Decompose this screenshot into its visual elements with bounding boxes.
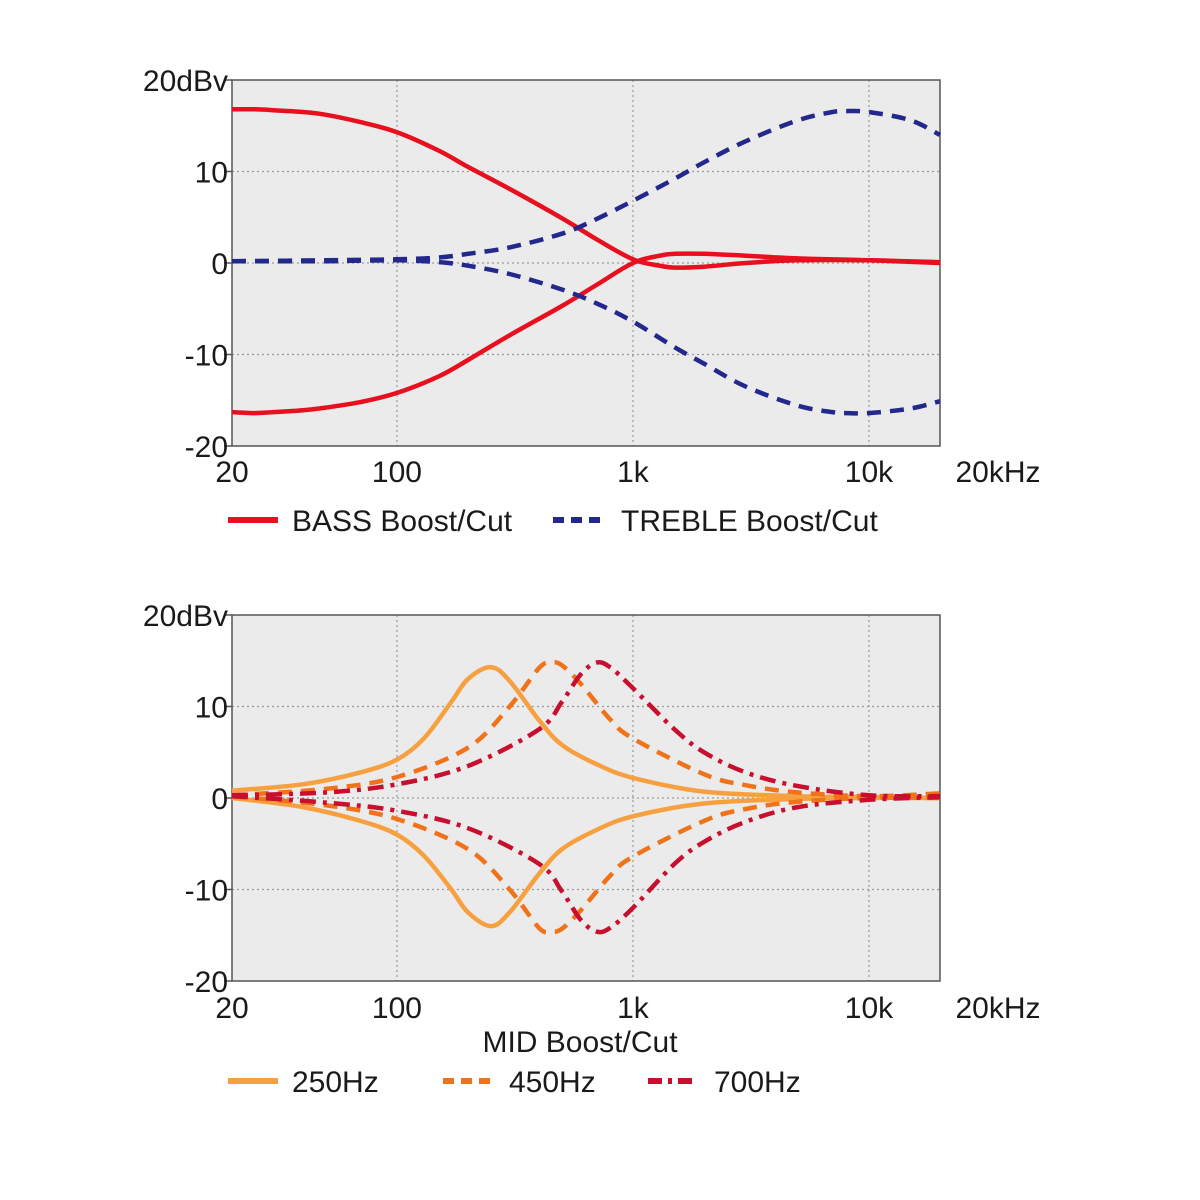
y-tick-label: 0: [211, 248, 228, 281]
series-line-250hz-boost: [231, 664, 941, 801]
y-tick-label: 10: [195, 692, 228, 725]
x-tick-label: 1k: [617, 992, 650, 1025]
y-tick-label: -20: [185, 966, 228, 999]
y-tick-label: 20dBv: [143, 65, 228, 98]
x-tick-label: 10k: [845, 456, 894, 489]
y-tick-label: -20: [185, 431, 228, 464]
y-tick-label: 20dBv: [143, 600, 228, 633]
series-line-bass-boost-cut-cut: [231, 251, 941, 416]
x-tick-label: 10k: [845, 992, 894, 1025]
x-tick-label: 20kHz: [955, 456, 1040, 489]
y-tick-label: 0: [211, 783, 228, 816]
legend-label: BASS Boost/Cut: [292, 505, 513, 538]
x-tick-label: 100: [372, 992, 422, 1025]
x-tick-label: 100: [372, 456, 422, 489]
legend: 250Hz 450Hz 700Hz: [228, 1066, 801, 1099]
series-line-treble-boost-cut-boost: [231, 108, 942, 264]
series-line-bass-boost-cut-boost: [231, 106, 941, 270]
x-tick-label: 20: [215, 456, 248, 489]
y-tick-label: 10: [195, 157, 228, 190]
legend-label: 700Hz: [714, 1066, 801, 1099]
legend-label: TREBLE Boost/Cut: [621, 505, 878, 538]
x-tick-label: 1k: [617, 456, 650, 489]
legend-label: 450Hz: [509, 1066, 596, 1099]
legend: BASS Boost/Cut TREBLE Boost/Cut: [228, 505, 878, 538]
series-line-700hz-cut: [231, 793, 941, 935]
x-tick-label: 20: [215, 992, 248, 1025]
y-tick-label: -10: [185, 875, 228, 908]
x-tick-label: 20kHz: [955, 992, 1040, 1025]
series-line-250hz-cut: [231, 795, 941, 929]
series-line-treble-boost-cut-cut: [231, 258, 941, 416]
series-line-450hz-boost: [231, 660, 941, 799]
series-line-700hz-boost: [231, 659, 941, 799]
series-line-450hz-cut: [231, 793, 941, 935]
legend-label: 250Hz: [292, 1066, 379, 1099]
chart-caption: MID Boost/Cut: [482, 1026, 678, 1059]
y-tick-label: -10: [185, 340, 228, 373]
